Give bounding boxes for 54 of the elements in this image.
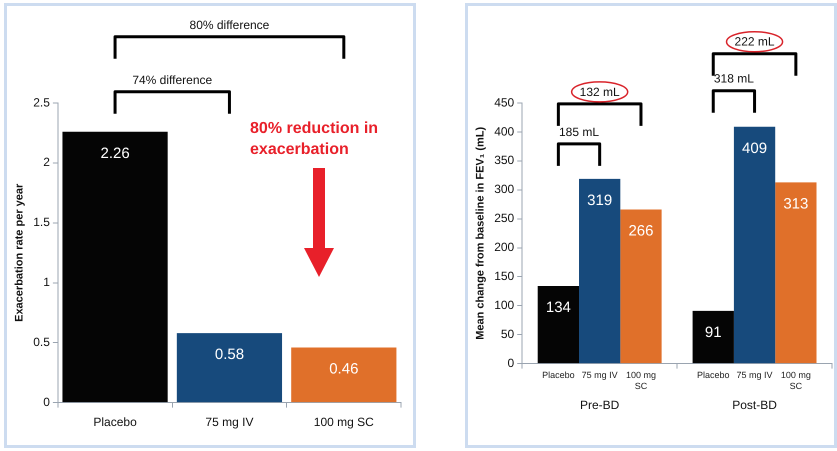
data-label: 313 bbox=[783, 195, 808, 212]
series-label: 75 mg IV bbox=[582, 370, 618, 380]
annotation: 185 mL bbox=[559, 124, 600, 139]
bar bbox=[291, 347, 396, 402]
y-tick-label: 0 bbox=[508, 356, 515, 370]
y-axis-title: Exacerbation rate per year bbox=[14, 182, 26, 322]
series-label: Placebo bbox=[542, 370, 575, 380]
y-tick-label: 2 bbox=[43, 155, 50, 170]
y-tick-label: 200 bbox=[494, 240, 515, 254]
bar bbox=[538, 286, 580, 364]
bar bbox=[734, 126, 776, 364]
y-axis-title: Mean change from baseline in FEV₁ (mL) bbox=[474, 126, 487, 340]
bar bbox=[176, 333, 282, 402]
text: 75 mg IV bbox=[736, 370, 773, 380]
bar bbox=[62, 132, 168, 402]
series-label: 100 mg SC bbox=[626, 370, 656, 392]
data-label: 134 bbox=[546, 299, 571, 316]
x-tick-label: 75 mg IV bbox=[205, 415, 254, 430]
text: 318 mL bbox=[714, 72, 754, 86]
y-tick-label: 250 bbox=[494, 211, 515, 226]
bar bbox=[579, 178, 620, 364]
annotation: 80% reduction in exacerbation bbox=[250, 120, 378, 158]
y-tick-label: 1 bbox=[43, 275, 50, 290]
text: Placebo bbox=[696, 370, 730, 380]
data-label: 266 bbox=[628, 222, 654, 240]
y-tick-label: 0 bbox=[43, 394, 50, 409]
text: 100 mg SC bbox=[780, 370, 811, 392]
y-tick-label: 100 bbox=[494, 298, 515, 312]
x-tick-label: Post-BD bbox=[732, 398, 778, 412]
y-tick-label: 300 bbox=[494, 182, 515, 196]
data-label: 91 bbox=[704, 324, 722, 342]
data-label: 319 bbox=[587, 192, 612, 210]
y-tick-label: 50 bbox=[500, 326, 515, 341]
y-tick-label: 0.5 bbox=[33, 334, 50, 349]
y-tick-label: 2.5 bbox=[33, 95, 50, 110]
y-tick-label: 350 bbox=[494, 153, 515, 168]
x-tick-label: 100 mg SC bbox=[314, 415, 374, 430]
bar bbox=[620, 210, 662, 364]
y-tick-label: 450 bbox=[494, 95, 515, 110]
y-tick-label: 400 bbox=[494, 124, 515, 138]
x-tick-label: Pre-BD bbox=[580, 398, 620, 412]
text: 80% difference bbox=[190, 18, 270, 32]
bar bbox=[775, 182, 817, 364]
y-tick-label: 150 bbox=[494, 269, 515, 284]
data-label: 409 bbox=[742, 140, 768, 157]
data-label: 0.46 bbox=[329, 360, 358, 378]
text: 74% difference bbox=[132, 72, 212, 87]
y-tick-label: 1.5 bbox=[33, 215, 50, 230]
data-label: 2.26 bbox=[100, 144, 130, 162]
bar bbox=[692, 310, 734, 364]
text: 222 mL bbox=[734, 34, 775, 49]
text: 132 mL bbox=[580, 84, 620, 99]
data-label: 0.58 bbox=[214, 346, 244, 364]
x-tick-label: Placebo bbox=[93, 415, 138, 430]
